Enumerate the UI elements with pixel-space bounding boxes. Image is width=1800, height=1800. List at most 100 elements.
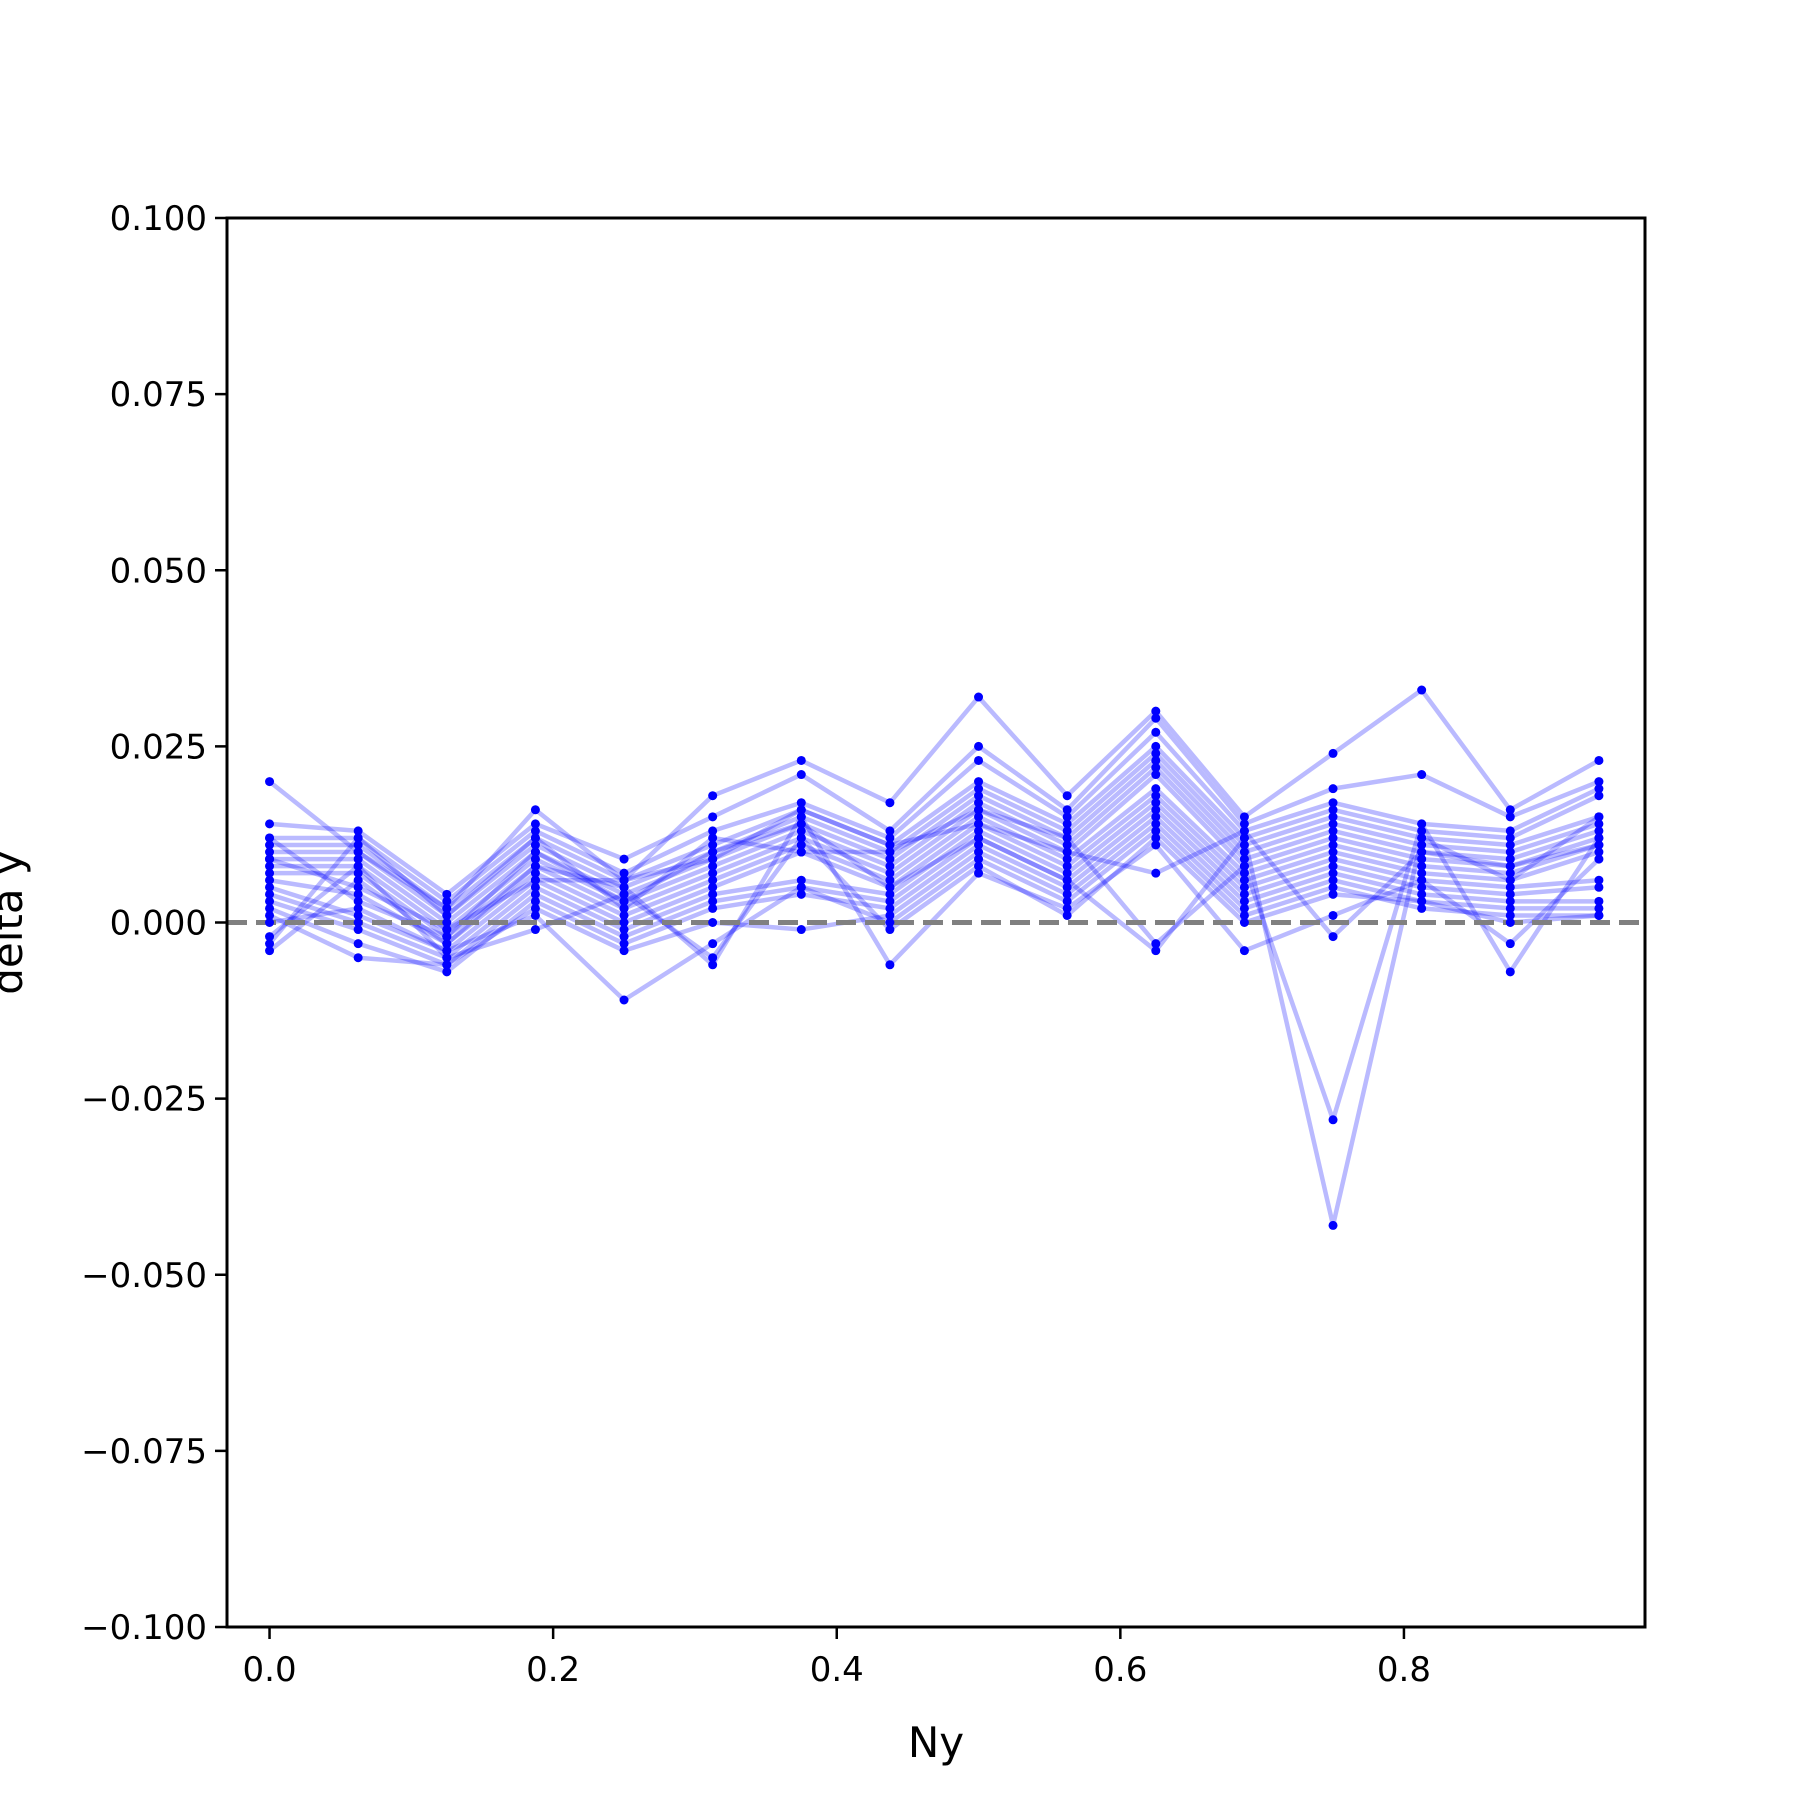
series-line-6 <box>269 758 1600 925</box>
data-point <box>1151 812 1161 822</box>
data-point <box>708 854 718 864</box>
data-point <box>619 939 629 949</box>
data-point <box>1239 840 1249 850</box>
data-point <box>708 812 718 822</box>
data-point <box>1151 840 1161 850</box>
data-point <box>885 875 895 885</box>
y-axis-ticks: 0.100 0.075 0.050 0.025 0.000 −0.025 −0.050 −0.… <box>81 199 227 1648</box>
data-point <box>708 868 718 878</box>
data-point <box>708 840 718 850</box>
data-point <box>1505 840 1515 850</box>
data-point <box>1151 784 1161 794</box>
data-point <box>974 819 984 829</box>
data-point <box>1505 826 1515 836</box>
data-point <box>708 882 718 892</box>
data-point <box>442 925 452 935</box>
data-point <box>885 960 895 970</box>
data-point <box>885 918 895 927</box>
data-point <box>353 875 363 885</box>
data-point <box>265 847 275 857</box>
data-point <box>885 925 895 935</box>
data-point <box>796 889 806 899</box>
data-point <box>265 833 275 843</box>
data-point <box>265 819 275 829</box>
data-point <box>1417 833 1427 843</box>
data-point <box>1328 847 1338 857</box>
data-point <box>1594 882 1604 892</box>
data-point <box>353 939 363 949</box>
data-point <box>1594 812 1604 822</box>
data-point <box>1239 875 1249 885</box>
data-point <box>1151 826 1161 836</box>
data-point <box>796 805 806 815</box>
data-point <box>265 889 275 899</box>
y-axis-label: delta y <box>0 850 32 995</box>
data-point <box>796 770 806 780</box>
data-point <box>796 882 806 892</box>
data-point <box>619 889 629 899</box>
series-line-1 <box>268 687 1601 911</box>
data-point <box>1151 939 1161 949</box>
data-point <box>1151 791 1161 801</box>
data-point <box>353 854 363 864</box>
data-point <box>1328 748 1338 758</box>
data-point <box>974 826 984 836</box>
data-point <box>1328 840 1338 850</box>
data-point <box>1417 840 1427 850</box>
data-point <box>1062 868 1072 878</box>
data-point <box>1594 826 1604 836</box>
data-point <box>353 925 363 935</box>
data-point <box>530 868 540 878</box>
data-point <box>442 939 452 949</box>
data-point <box>1417 861 1427 871</box>
data-point <box>265 910 275 920</box>
data-point <box>1417 685 1427 695</box>
data-point <box>265 861 275 871</box>
data-point <box>1505 854 1515 864</box>
data-point <box>1594 847 1604 857</box>
data-point <box>974 868 984 878</box>
data-point <box>1328 932 1338 942</box>
data-point <box>1239 946 1249 956</box>
data-point <box>1062 910 1072 920</box>
data-point <box>619 925 629 935</box>
data-point <box>1151 748 1161 758</box>
data-point <box>1328 875 1338 885</box>
data-point <box>619 918 629 927</box>
data-point <box>1505 967 1515 977</box>
data-point <box>796 798 806 808</box>
data-point <box>974 854 984 864</box>
data-point <box>885 889 895 899</box>
data-point <box>796 819 806 829</box>
data-point <box>1062 889 1072 899</box>
data-point <box>1417 875 1427 885</box>
data-point <box>708 903 718 913</box>
data-point <box>1594 833 1604 843</box>
data-point <box>1151 706 1161 716</box>
data-point <box>708 875 718 885</box>
data-point <box>530 903 540 913</box>
data-point <box>974 791 984 801</box>
data-point <box>1151 763 1161 773</box>
y-tick-label: 0.100 <box>110 199 207 239</box>
data-point <box>1328 833 1338 843</box>
y-tick-label: 0.025 <box>110 727 207 767</box>
data-point <box>619 875 629 885</box>
data-point <box>619 896 629 906</box>
data-point <box>1062 840 1072 850</box>
data-point <box>442 918 452 927</box>
data-point <box>885 833 895 843</box>
data-point <box>530 861 540 871</box>
data-point <box>265 903 275 913</box>
y-tick-label: 0.075 <box>110 375 207 415</box>
data-point <box>796 847 806 857</box>
data-point <box>1328 798 1338 808</box>
data-point <box>974 784 984 794</box>
data-point <box>796 925 806 935</box>
series-line-14 <box>268 821 1599 968</box>
data-point <box>1417 889 1427 899</box>
data-point <box>442 953 452 963</box>
data-point <box>265 939 275 949</box>
data-point <box>708 960 718 970</box>
data-point <box>1328 819 1338 829</box>
